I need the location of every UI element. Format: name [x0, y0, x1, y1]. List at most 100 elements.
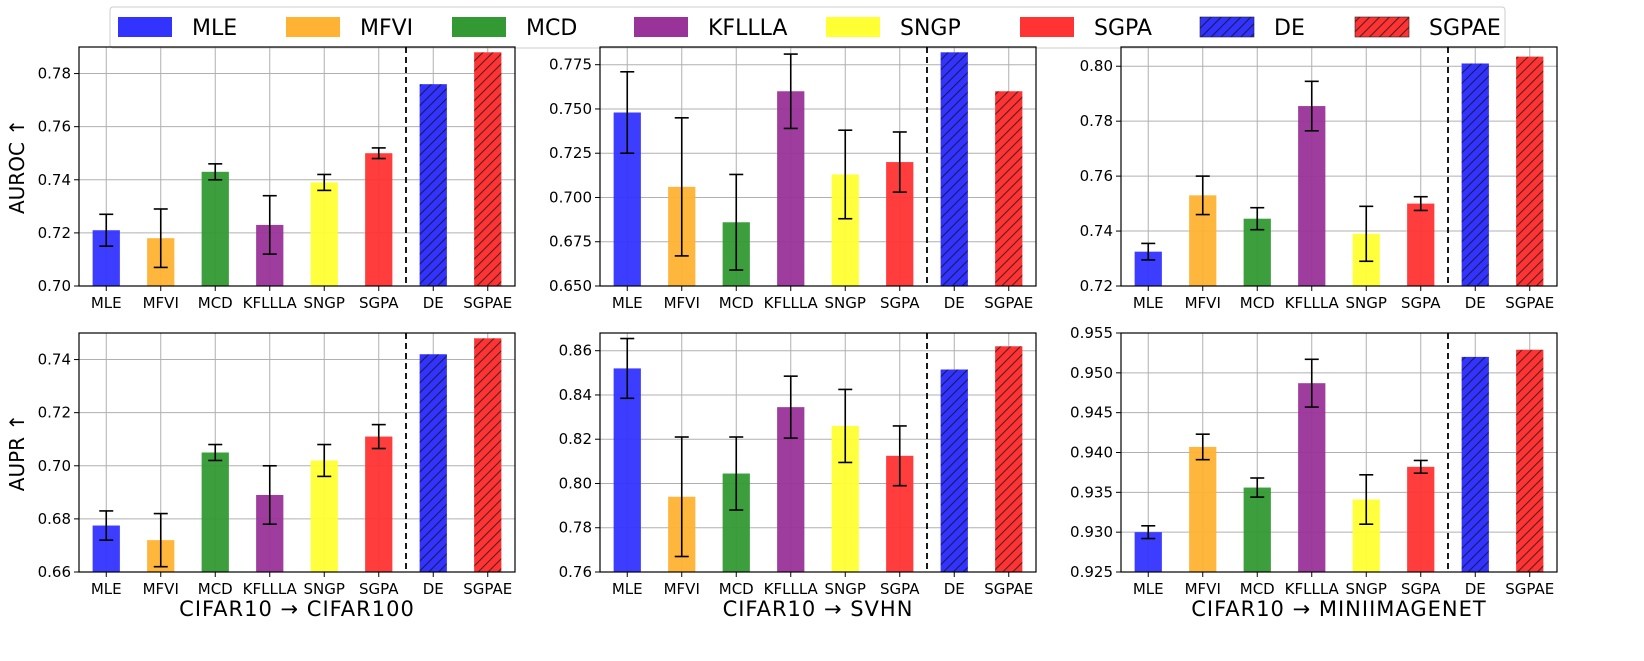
x-tick-label-de: DE [423, 580, 444, 598]
x-tick-label-mle: MLE [91, 294, 122, 312]
bar-sgpae [995, 346, 1023, 572]
y-tick-label: 0.775 [549, 56, 592, 74]
y-tick-label: 0.68 [38, 510, 71, 528]
axes-frame [599, 46, 1037, 287]
x-tick-label-sngp: SNGP [304, 580, 345, 598]
y-tick-label: 0.74 [38, 351, 71, 369]
x-tick-label-mle: MLE [1133, 294, 1164, 312]
legend-label-de: DE [1274, 16, 1305, 41]
x-tick-label-sgpae: SGPAE [1505, 580, 1554, 598]
x-tick-label-de: DE [1465, 294, 1486, 312]
bar-sngp [310, 182, 338, 286]
bar-de [940, 369, 968, 572]
bar-mcd [201, 452, 229, 572]
bar-mcd [1243, 487, 1271, 572]
panel-r1-c1: 0.76 0.78 0.80 0.82 0.84 0.86 MLE MFVI MCD KFLLLA… [559, 332, 1037, 621]
legend-swatch-sgpa [1020, 17, 1074, 37]
legend-swatch-kfllla [634, 17, 688, 37]
y-tick-label: 0.675 [549, 233, 592, 251]
y-tick-label: 0.945 [1070, 404, 1113, 422]
legend-label-sgpa: SGPA [1094, 16, 1152, 41]
panel-r1-c0: 0.66 0.68 0.70 0.72 0.74 MLE MFVI MCD KFLLLA SNGP… [5, 332, 516, 621]
x-tick-label-mfvi: MFVI [1185, 294, 1221, 312]
y-tick-label: 0.86 [559, 342, 592, 360]
y-tick-label: 0.76 [38, 118, 71, 136]
y-tick-label: 0.940 [1070, 444, 1113, 462]
bar-sgpae [474, 52, 502, 286]
x-tick-label-de: DE [944, 294, 965, 312]
axes-frame [599, 332, 1037, 573]
bar-de [1461, 356, 1489, 572]
y-tick-label: 0.72 [38, 224, 71, 242]
y-tick-label: 0.74 [1080, 222, 1113, 240]
x-tick-label-sngp: SNGP [825, 294, 866, 312]
x-tick-label-sngp: SNGP [1346, 294, 1387, 312]
x-tick-label-mcd: MCD [198, 580, 233, 598]
x-tick-label-de: DE [423, 294, 444, 312]
y-tick-label: 0.78 [1080, 112, 1113, 130]
legend-label-sgpae: SGPAE [1429, 16, 1501, 41]
y-tick-label: 0.80 [559, 474, 592, 492]
x-tick-label-sngp: SNGP [825, 580, 866, 598]
bar-kfllla [1298, 106, 1326, 286]
legend-label-mfvi: MFVI [360, 16, 413, 41]
legend-label-mle: MLE [192, 16, 237, 41]
x-tick-label-sgpa: SGPA [1401, 294, 1441, 312]
x-tick-label-kfllla: KFLLLA [764, 294, 819, 312]
y-tick-label: 0.78 [559, 519, 592, 537]
legend-swatch-mfvi [286, 17, 340, 37]
bar-mcd [201, 171, 229, 286]
y-tick-label: 0.74 [38, 171, 71, 189]
y-tick-label: 0.925 [1070, 563, 1113, 581]
bar-sngp [310, 460, 338, 572]
y-tick-label: 0.72 [38, 404, 71, 422]
x-tick-label-sgpa: SGPA [359, 580, 399, 598]
y-tick-label: 0.700 [549, 188, 592, 206]
y-tick-label: 0.70 [38, 457, 71, 475]
x-tick-label-mfvi: MFVI [664, 580, 700, 598]
bar-sgpa [365, 436, 393, 572]
y-axis-label: AUPR ↑ [5, 414, 29, 491]
y-tick-label: 0.725 [549, 144, 592, 162]
bar-sgpae [995, 91, 1023, 286]
panel-r0-c1: 0.650 0.675 0.700 0.725 0.750 0.775 MLE MFVI MCD… [549, 46, 1037, 312]
x-axis-label: CIFAR10 → MINIIMAGENET [1191, 597, 1487, 621]
y-tick-label: 0.84 [559, 386, 592, 404]
bar-sgpae [1516, 349, 1544, 572]
legend-swatch-sngp [826, 17, 880, 37]
x-tick-label-mfvi: MFVI [143, 294, 179, 312]
legend-swatch-mcd [452, 17, 506, 37]
x-tick-label-sgpae: SGPAE [463, 294, 512, 312]
x-tick-label-mle: MLE [91, 580, 122, 598]
bar-sgpa [1407, 466, 1435, 572]
panel-r0-c0: 0.70 0.72 0.74 0.76 0.78 MLE MFVI MCD KFLLLA SNGP… [5, 46, 516, 312]
x-tick-label-mfvi: MFVI [143, 580, 179, 598]
legend-swatch-sgpae [1354, 16, 1410, 38]
y-tick-label: 0.66 [38, 563, 71, 581]
x-tick-label-mle: MLE [612, 580, 643, 598]
x-tick-label-mle: MLE [612, 294, 643, 312]
x-axis-label: CIFAR10 → SVHN [723, 597, 914, 621]
x-axis-label: CIFAR10 → CIFAR100 [179, 597, 415, 621]
x-tick-label-mcd: MCD [719, 580, 754, 598]
bar-mfvi [1189, 446, 1217, 572]
x-tick-label-sgpa: SGPA [880, 580, 920, 598]
panel-r1-c2: 0.925 0.930 0.935 0.940 0.945 0.950 0.955 MLE MF… [1070, 324, 1558, 621]
bar-de [419, 354, 447, 572]
x-tick-label-de: DE [1465, 580, 1486, 598]
y-tick-label: 0.955 [1070, 324, 1113, 342]
y-tick-label: 0.950 [1070, 364, 1113, 382]
y-tick-label: 0.72 [1080, 277, 1113, 295]
x-tick-label-sngp: SNGP [1346, 580, 1387, 598]
legend-label-mcd: MCD [526, 16, 577, 41]
x-tick-label-kfllla: KFLLLA [764, 580, 819, 598]
x-tick-label-sgpae: SGPAE [984, 580, 1033, 598]
legend: MLE MFVI MCD KFLLLA SNGP SGPA DE SGPAE [109, 6, 1506, 49]
bar-de [940, 52, 968, 286]
x-tick-label-sgpa: SGPA [1401, 580, 1441, 598]
bar-sgpae [1516, 56, 1544, 286]
bar-mle [613, 368, 641, 572]
x-tick-label-sgpae: SGPAE [1505, 294, 1554, 312]
legend-label-sngp: SNGP [900, 16, 961, 41]
